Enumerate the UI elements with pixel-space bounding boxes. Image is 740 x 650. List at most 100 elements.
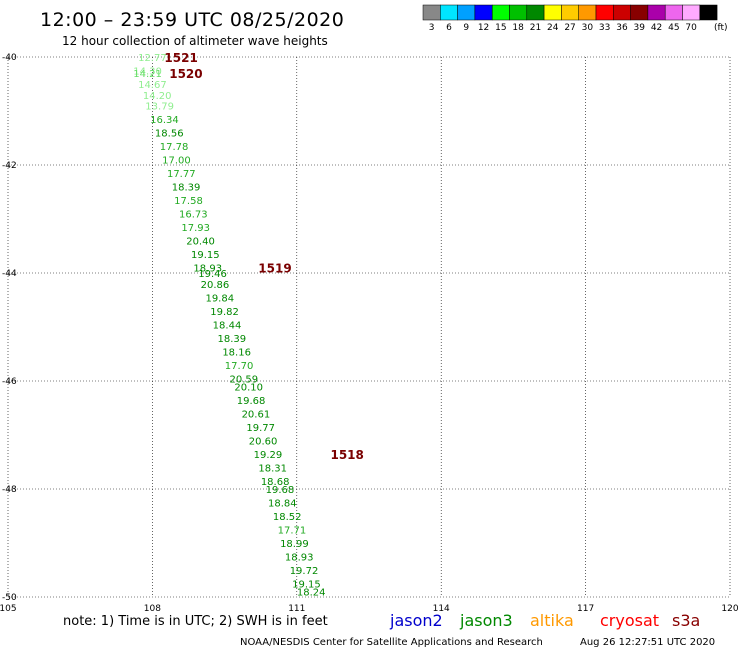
colorbar-label: 33	[599, 23, 610, 33]
x-tick-label: 114	[433, 604, 450, 614]
wave-height-point: 14.20	[143, 91, 172, 102]
colorbar-label: 9	[463, 23, 469, 33]
wave-height-point: 18.24	[297, 588, 326, 599]
wave-height-point: 18.93	[193, 264, 222, 275]
wave-height-point: 17.70	[225, 361, 254, 372]
timestamp-text: Aug 26 12:27:51 UTC 2020	[580, 637, 715, 648]
y-tick-label: -46	[2, 377, 17, 387]
colorbar-label: 18	[512, 23, 524, 33]
x-tick-label: 120	[721, 604, 738, 614]
x-tick-label: 111	[288, 604, 305, 614]
colorbar-label: 6	[446, 23, 452, 33]
colorbar-swatch	[595, 4, 614, 21]
wave-height-point: 18.99	[280, 539, 309, 550]
wave-height-point: 18.84	[268, 499, 297, 510]
x-axis-ticks: 105 108 111 114 117 120	[0, 604, 739, 614]
wave-height-point: 14.21	[133, 69, 162, 80]
wave-height-point: 19.82	[210, 307, 239, 318]
wave-height-point: 18.31	[258, 463, 287, 474]
wave-height-point: 19.77	[246, 423, 275, 434]
colorbar-swatch	[664, 4, 683, 21]
colorbar-swatch	[509, 4, 528, 21]
chart-title: 12:00 – 23:59 UTC 08/25/2020	[40, 9, 344, 31]
pass-number-label: 1518	[330, 448, 363, 462]
wave-height-point: 18.93	[285, 553, 314, 564]
pass-labels: 1521 1520 1519 1518	[164, 51, 363, 462]
wave-height-point: 20.40	[186, 237, 215, 248]
wave-height-point: 19.68	[237, 396, 266, 407]
pass-number-label: 1520	[169, 67, 202, 81]
pass-number-label: 1519	[258, 262, 291, 276]
wave-height-point: 18.68	[261, 477, 290, 488]
wave-height-point: 18.44	[213, 320, 242, 331]
x-tick-label: 117	[577, 604, 594, 614]
wave-height-point: 17.77	[167, 169, 196, 180]
colorbar-swatch	[422, 4, 441, 21]
colorbar-label: 42	[651, 23, 662, 33]
colorbar-swatch	[543, 4, 562, 21]
y-tick-label: -44	[2, 269, 17, 279]
colorbar-label: 12	[478, 23, 489, 33]
wave-height-point: 19.15	[292, 580, 321, 591]
y-tick-label: -42	[2, 161, 17, 171]
colorbar-swatch	[440, 4, 458, 21]
wave-height-point: 18.39	[217, 334, 246, 345]
colorbar-swatch	[457, 4, 476, 21]
colorbar-swatch	[526, 4, 545, 21]
wave-height-point: 20.10	[234, 382, 263, 393]
pass-number-label: 1521	[164, 51, 197, 65]
wave-height-point: 16.34	[150, 115, 179, 126]
x-tick-label: 108	[144, 604, 161, 614]
colorbar-swatch	[613, 4, 631, 21]
wave-height-point: 14.67	[138, 80, 167, 91]
satellite-legend-item: s3a	[672, 611, 700, 630]
chart-subtitle: 12 hour collection of altimeter wave hei…	[62, 34, 328, 48]
colorbar-swatch	[699, 4, 718, 21]
wave-height-point: 17.00	[162, 156, 191, 167]
wave-height-point: 20.59	[230, 374, 259, 385]
colorbar-label: 39	[634, 23, 646, 33]
colorbar-label: 21	[530, 23, 541, 33]
colorbar-label: 15	[495, 23, 506, 33]
colorbar-label: 3	[429, 23, 435, 33]
wave-height-point: 19.46	[198, 269, 227, 280]
satellite-legend-item: jason2	[389, 611, 443, 630]
wave-height-point: 19.68	[266, 485, 295, 496]
wave-height-point: 16.73	[179, 210, 208, 221]
colorbar-swatch	[630, 4, 649, 21]
colorbar-swatch	[491, 4, 510, 21]
wave-height-point: 13.79	[145, 102, 174, 113]
wave-height-point: 20.86	[201, 280, 230, 291]
wave-height-point: 20.61	[242, 409, 271, 420]
wave-height-point: 17.71	[278, 526, 307, 537]
colorbar-label: 27	[564, 23, 575, 33]
wave-height-point: 19.72	[290, 566, 319, 577]
chart-grid	[7, 56, 731, 598]
wave-height-point: 17.93	[181, 223, 210, 234]
wave-height-point: 18.52	[273, 512, 302, 523]
credit-text: NOAA/NESDIS Center for Satellite Applica…	[240, 637, 543, 648]
wave-height-point: 18.16	[222, 347, 251, 358]
wave-height-point: 18.56	[155, 129, 184, 140]
colorbar-label: 30	[582, 23, 594, 33]
y-tick-label: -50	[2, 593, 17, 603]
wave-height-point: 14.30	[133, 67, 162, 78]
colorbar-unit: (ft)	[714, 23, 728, 33]
satellite-legend-item: cryosat	[600, 611, 659, 630]
satellite-legend-item: altika	[530, 611, 574, 630]
wave-height-point: 20.60	[249, 436, 278, 447]
x-tick-label: 105	[0, 604, 17, 614]
wave-height-point: 19.29	[254, 450, 283, 461]
wave-height-point: 19.15	[191, 250, 220, 261]
colorbar-label: 45	[668, 23, 679, 33]
wave-height-point: 17.78	[160, 142, 189, 153]
colorbar-swatch	[682, 4, 701, 21]
colorbar-swatch	[578, 4, 597, 21]
colorbar-swatch	[561, 4, 579, 21]
wave-height-point: 17.58	[174, 196, 203, 207]
wave-height-point: 12.77	[138, 53, 167, 64]
satellite-legend-item: jason3	[459, 611, 513, 630]
colorbar-swatch	[647, 4, 666, 21]
